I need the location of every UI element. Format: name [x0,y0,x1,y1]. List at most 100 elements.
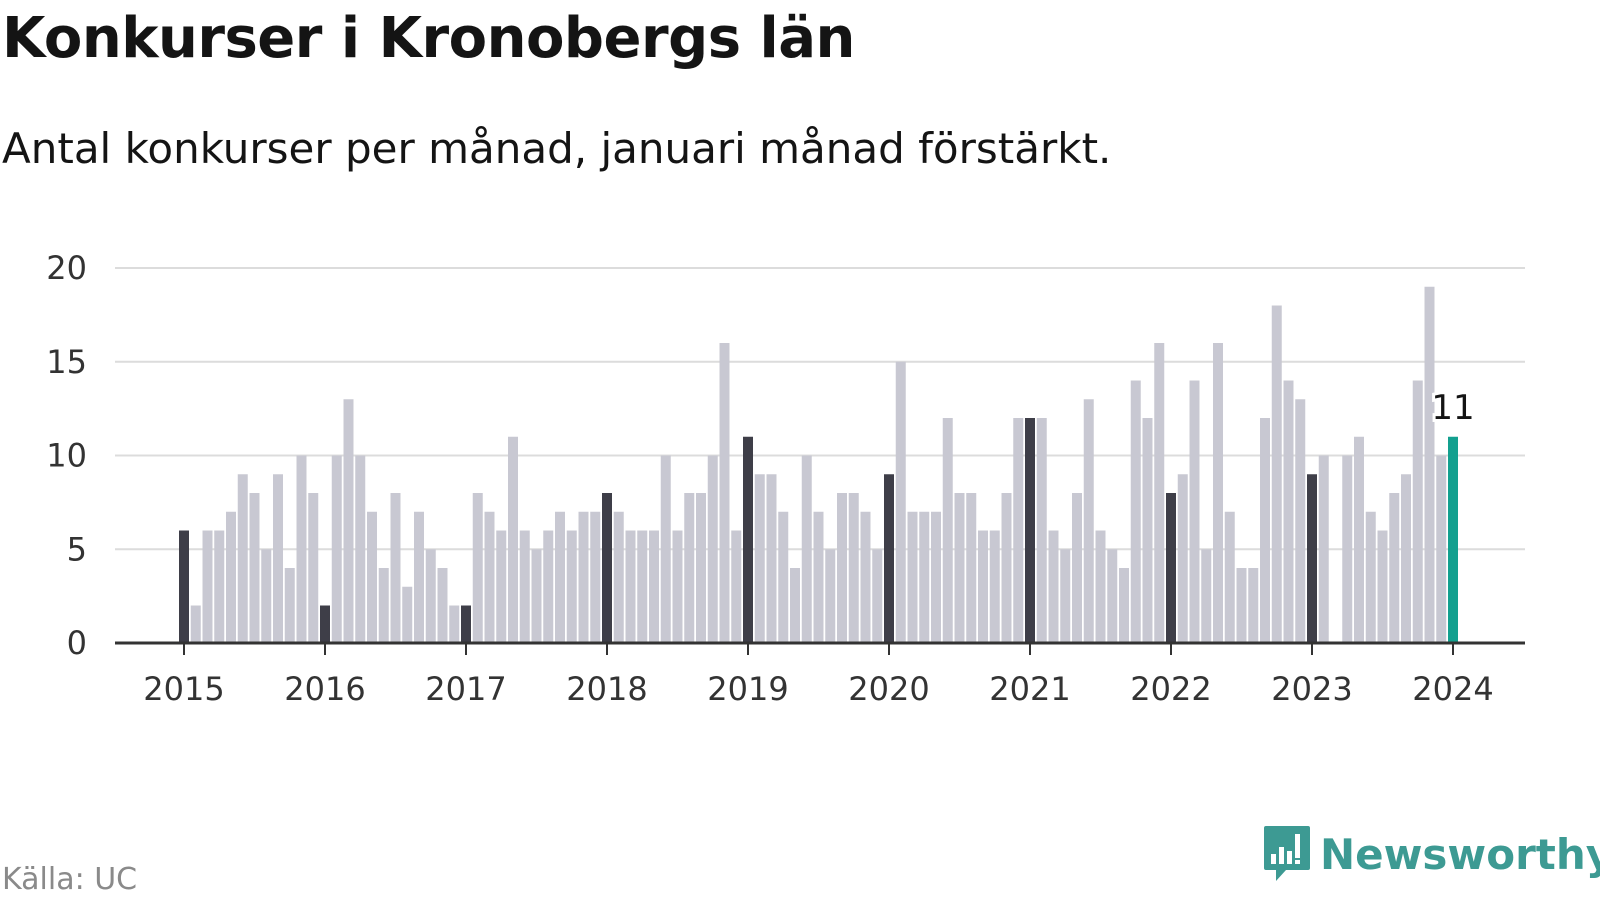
bar [1025,418,1035,643]
bar [1013,418,1024,643]
bar [919,511,930,643]
bar [707,455,718,643]
bar [590,511,601,643]
bar [801,455,812,643]
bar [1142,418,1153,643]
bar [214,530,225,643]
bar [402,586,413,643]
bar [790,568,800,643]
bar [1401,474,1411,643]
bar [696,493,706,643]
bar [273,474,283,643]
bar [484,511,495,643]
bar [731,530,742,643]
bar [296,455,307,643]
bar [367,511,377,643]
bar [1154,343,1165,643]
bar [1354,436,1364,643]
bar [1412,380,1423,643]
bar [966,493,977,643]
x-tick-label: 2019 [707,670,788,708]
bar-chart: 0 5 10 15 20 2015 2016 2017 2018 2019 2020 2021 2022… [46,249,1525,708]
bar [649,530,659,643]
bar [1271,305,1282,643]
chart-subtitle: Antal konkurser per månad, januari månad… [2,124,1112,173]
bar [895,361,906,643]
bar [1083,399,1094,643]
bar [1248,568,1259,643]
bar [1295,399,1306,643]
x-tick-label: 2016 [284,670,365,708]
bar [496,530,507,643]
bar [320,605,330,643]
bar [1060,549,1071,643]
bar [860,511,871,643]
bars [179,286,1458,643]
tick-labels: 0 5 10 15 20 2015 2016 2017 2018 2019 2020 2021 2022… [46,249,1493,708]
bar [613,511,624,643]
x-tick-label: 2017 [425,670,506,708]
bar [848,493,859,643]
x-axis [115,641,1525,655]
x-tick-label: 2021 [989,670,1070,708]
bar [1389,493,1400,643]
bar [1424,286,1435,643]
bar [1166,493,1176,643]
bar [555,511,565,643]
bar [237,474,248,643]
bar [390,493,401,643]
bar [1342,455,1353,643]
x-tick-label: 2023 [1271,670,1352,708]
bar [1448,436,1458,643]
bar [989,530,1000,643]
bar [378,568,389,643]
brand-logo: Newsworthy [1262,824,1600,884]
bar [578,511,589,643]
bar [190,605,201,643]
bar [766,474,777,643]
bar [519,530,530,643]
bar [566,530,577,643]
bar [672,530,683,643]
x-tick-label: 2015 [143,670,224,708]
bar [907,511,918,643]
bar [1377,530,1388,643]
bar [449,605,460,643]
bar [1119,568,1129,643]
bar [884,474,894,643]
bar [308,493,319,643]
bar [437,568,448,643]
bar [684,493,695,643]
bar [825,549,836,643]
x-tick-label: 2024 [1412,670,1493,708]
bar [719,343,730,643]
bar [1260,418,1270,643]
bar [179,530,189,643]
bar [249,493,260,643]
bar [1177,474,1188,643]
bar [1036,418,1047,643]
bar [942,418,953,643]
bar [226,511,236,643]
bar [1001,493,1012,643]
bar [1048,530,1059,643]
bar [931,511,941,643]
bar [637,530,648,643]
brand-name: Newsworthy [1320,829,1600,879]
bar [343,399,354,643]
y-tick-label: 0 [67,624,87,662]
bar [355,455,366,643]
bar [778,511,789,643]
bar [813,511,824,643]
bar [1072,493,1082,643]
y-tick-label: 15 [46,343,87,381]
bar [425,549,436,643]
bar [261,549,272,643]
bar [331,455,342,643]
bar [1318,455,1329,643]
bar [472,493,483,643]
bar [872,549,883,643]
bar [1189,380,1200,643]
bar [1365,511,1376,643]
bar [1224,511,1235,643]
